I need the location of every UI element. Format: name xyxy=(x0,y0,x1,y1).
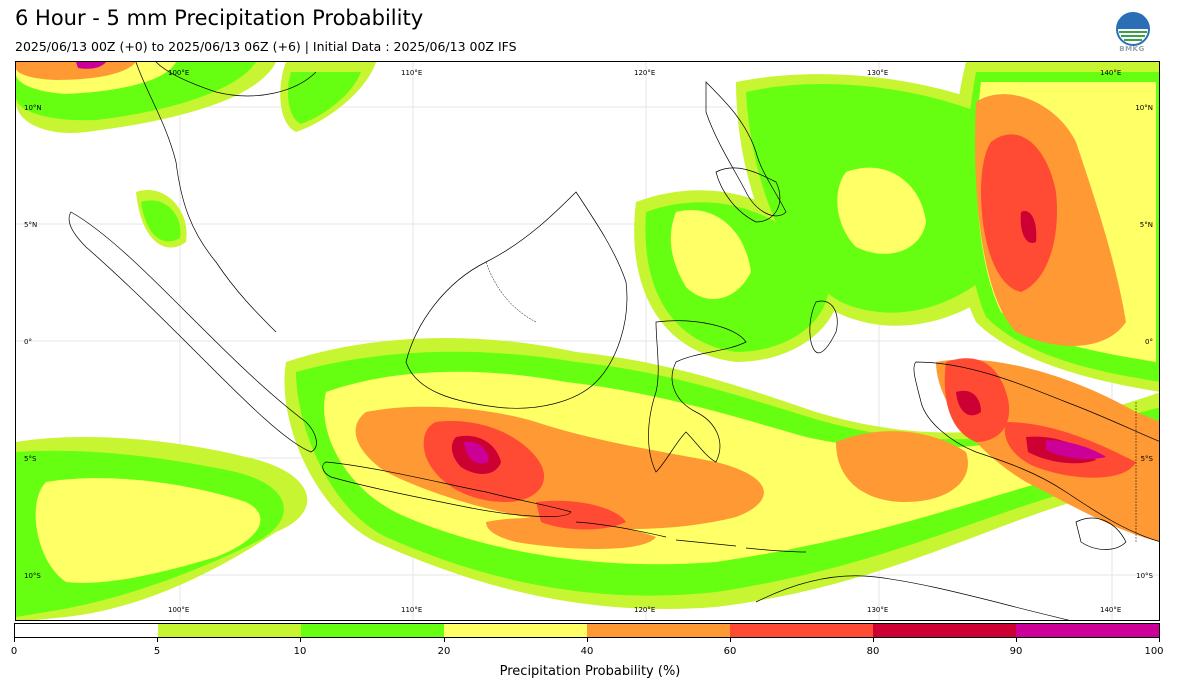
coastlines xyxy=(68,62,1159,620)
map-title: 6 Hour - 5 mm Precipitation Probability xyxy=(15,6,424,30)
colorbar-segment-20-40 xyxy=(444,624,587,637)
colorbar-segment-0-5 xyxy=(15,624,158,637)
map-subtitle: 2025/06/13 00Z (+0) to 2025/06/13 06Z (+… xyxy=(15,39,517,54)
colorbar-segment-80-90 xyxy=(873,624,1016,637)
precipitation-map: 100°E 110°E 120°E 130°E 140°E 100°E 110°… xyxy=(15,61,1160,621)
colorbar-tick xyxy=(444,638,445,642)
bmkg-logo-icon xyxy=(1116,12,1150,46)
lon-label-140e-bottom: 140°E xyxy=(1100,606,1121,614)
colorbar-tick xyxy=(157,638,158,642)
borders xyxy=(485,261,1137,542)
colorbar-tick xyxy=(730,638,731,642)
colorbar-tick-label: 80 xyxy=(866,646,880,657)
lat-labels-right: 10°N 5°N 0° 5°S 10°S xyxy=(1135,104,1153,580)
colorbar-tick-label: 60 xyxy=(723,646,737,657)
lon-label-140e: 140°E xyxy=(1100,69,1121,77)
lat-label-5s-right: 5°S xyxy=(1141,455,1154,463)
colorbar-tick xyxy=(300,638,301,642)
colorbar-ticks: 0 5 10 20 40 60 80 90 100 xyxy=(10,638,1164,658)
lon-label-100e-bottom: 100°E xyxy=(168,606,189,614)
colorbar-segment-90-100 xyxy=(1016,624,1159,637)
lat-label-10s-right: 10°S xyxy=(1136,572,1153,580)
lon-label-120e-bottom: 120°E xyxy=(634,606,655,614)
lat-label-10s: 10°S xyxy=(24,572,41,580)
lon-label-130e: 130°E xyxy=(867,69,888,77)
colorbar-segment-10-20 xyxy=(301,624,444,637)
colorbar xyxy=(14,623,1160,638)
lat-label-10n: 10°N xyxy=(24,104,42,112)
colorbar-tick-label: 100 xyxy=(1144,646,1164,657)
precip-field xyxy=(16,62,1159,620)
colorbar-tick-label: 20 xyxy=(437,646,451,657)
lon-label-110e-bottom: 110°E xyxy=(401,606,422,614)
colorbar-tick-label: 0 xyxy=(10,646,18,657)
colorbar-segment-5-10 xyxy=(158,624,301,637)
lon-labels-top: 100°E 110°E 120°E 130°E 140°E xyxy=(168,69,1121,77)
colorbar-segment-40-60 xyxy=(587,624,730,637)
lat-label-5n: 5°N xyxy=(24,221,37,229)
colorbar-tick xyxy=(873,638,874,642)
lon-label-130e-bottom: 130°E xyxy=(867,606,888,614)
lat-label-5n-right: 5°N xyxy=(1140,221,1153,229)
lat-label-0: 0° xyxy=(24,338,32,346)
colorbar-tick xyxy=(1016,638,1017,642)
colorbar-tick xyxy=(1159,638,1160,642)
colorbar-tick xyxy=(587,638,588,642)
lat-label-5s: 5°S xyxy=(24,455,37,463)
lon-label-100e: 100°E xyxy=(168,69,189,77)
colorbar-tick-label: 5 xyxy=(153,646,161,657)
lat-label-0-right: 0° xyxy=(1145,338,1153,346)
colorbar-label: Precipitation Probability (%) xyxy=(499,664,681,679)
lat-labels-left: 10°N 5°N 0° 5°S 10°S xyxy=(24,104,42,580)
colorbar-tick-label: 90 xyxy=(1009,646,1023,657)
logo-text: BMKG xyxy=(1119,45,1145,53)
colorbar-tick-label: 10 xyxy=(293,646,307,657)
lon-labels-bottom: 100°E 110°E 120°E 130°E 140°E xyxy=(168,606,1121,614)
lon-label-120e: 120°E xyxy=(634,69,655,77)
lat-label-10n-right: 10°N xyxy=(1135,104,1153,112)
lon-label-110e: 110°E xyxy=(401,69,422,77)
colorbar-tick-label: 40 xyxy=(580,646,594,657)
colorbar-segment-60-80 xyxy=(730,624,873,637)
colorbar-tick xyxy=(14,638,15,642)
map-canvas: 100°E 110°E 120°E 130°E 140°E 100°E 110°… xyxy=(16,62,1159,620)
